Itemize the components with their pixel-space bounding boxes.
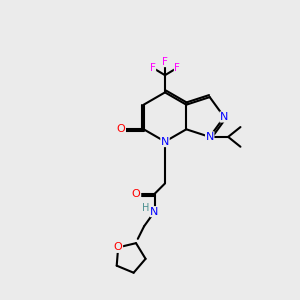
Text: O: O	[117, 124, 125, 134]
Text: N: N	[150, 207, 159, 217]
Text: F: F	[162, 57, 168, 67]
Text: H: H	[142, 203, 150, 213]
Text: N: N	[220, 112, 228, 122]
Text: O: O	[114, 242, 123, 252]
Text: N: N	[161, 136, 169, 147]
Text: F: F	[150, 63, 156, 73]
Text: O: O	[132, 189, 140, 199]
Text: N: N	[206, 132, 214, 142]
Text: F: F	[174, 63, 180, 73]
